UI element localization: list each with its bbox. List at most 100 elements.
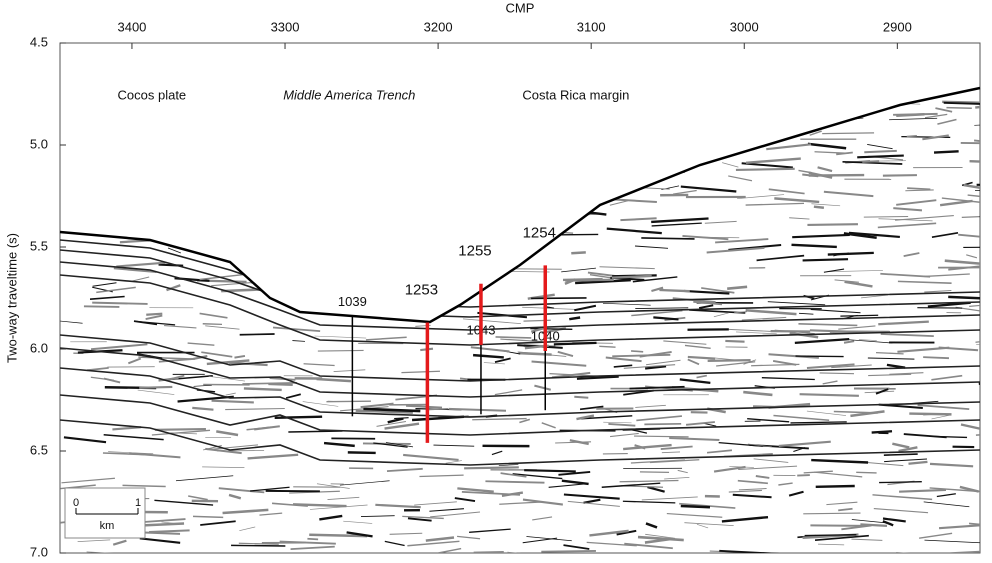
reflector	[589, 274, 611, 279]
reflector	[589, 529, 629, 537]
reflector	[608, 422, 636, 427]
reflector	[823, 268, 845, 273]
reflector	[60, 394, 980, 436]
reflector	[60, 419, 980, 466]
reflector	[532, 516, 553, 521]
reflector	[141, 518, 186, 524]
reflector	[541, 422, 556, 429]
reflector	[571, 251, 586, 255]
reflector	[768, 353, 819, 359]
reflector	[778, 440, 831, 448]
reflector	[202, 466, 245, 469]
region-label: Costa Rica margin	[522, 87, 629, 102]
reflector	[127, 357, 142, 365]
reflector	[272, 326, 321, 332]
reflector	[729, 466, 754, 468]
reflector	[922, 134, 949, 141]
reflector	[838, 325, 876, 330]
reflector	[63, 436, 107, 444]
reflector	[102, 452, 148, 456]
reflector	[843, 232, 877, 240]
reflector	[225, 407, 285, 411]
reflector	[931, 231, 959, 238]
reflector	[238, 542, 279, 545]
reflector	[96, 286, 136, 294]
reflector	[973, 139, 980, 144]
reflector	[365, 336, 407, 341]
reflector	[687, 358, 700, 366]
reflector	[92, 282, 117, 287]
reflector	[327, 496, 360, 500]
reflector	[192, 406, 214, 411]
reflector	[790, 421, 847, 424]
reflector	[473, 552, 519, 553]
reflector	[701, 287, 735, 294]
reflector	[908, 460, 928, 465]
reflector	[271, 502, 308, 507]
reflector	[880, 272, 931, 278]
reflector	[239, 333, 275, 336]
reflector	[122, 484, 166, 488]
reflector	[942, 100, 980, 105]
reflector	[802, 173, 819, 178]
reflector	[822, 132, 875, 135]
reflector	[154, 427, 206, 431]
reflector	[207, 444, 259, 451]
reflector	[919, 532, 953, 539]
reflector	[211, 282, 252, 287]
reflector	[569, 316, 581, 321]
reflector	[60, 261, 980, 331]
reflector	[960, 142, 980, 145]
reflector	[767, 301, 826, 306]
reflector	[843, 340, 855, 344]
reflector	[933, 150, 959, 154]
reflector	[192, 515, 224, 519]
reflector	[809, 130, 822, 136]
reflector	[706, 449, 733, 454]
reflector	[558, 471, 591, 476]
reflector	[635, 307, 689, 310]
reflector	[519, 418, 531, 424]
reflector	[892, 442, 910, 449]
reflector	[872, 494, 933, 501]
reflector	[813, 205, 825, 209]
reflector	[491, 450, 503, 456]
reflector	[917, 404, 970, 410]
reflector	[548, 483, 585, 488]
reflector	[167, 247, 182, 254]
reflector	[274, 415, 323, 420]
reflector	[218, 487, 265, 494]
reflector	[905, 189, 934, 192]
reflector	[882, 517, 906, 523]
x-tick-label: 3200	[424, 19, 453, 34]
reflector	[754, 559, 790, 563]
reflector	[814, 471, 863, 478]
reflector	[530, 327, 573, 330]
reflector	[822, 380, 838, 385]
reflector	[639, 471, 670, 474]
reflector	[871, 430, 893, 434]
reflector	[61, 477, 115, 484]
reflector	[857, 154, 904, 159]
reflector	[842, 160, 903, 165]
reflector	[722, 162, 739, 168]
reflector	[580, 415, 633, 420]
reflector	[522, 498, 563, 506]
reflector	[314, 335, 367, 339]
reflector	[829, 331, 848, 333]
reflector	[579, 405, 604, 411]
reflector	[893, 112, 938, 116]
reflector	[425, 536, 455, 542]
y-tick-label: 6.0	[30, 340, 48, 355]
reflector	[448, 407, 507, 412]
reflector	[86, 551, 142, 553]
reflector	[445, 460, 462, 464]
reflector	[826, 501, 858, 506]
reflector	[483, 362, 505, 365]
reflector	[225, 392, 236, 396]
reflector	[292, 503, 347, 508]
reflector	[494, 389, 523, 396]
x-tick-label: 3400	[117, 19, 146, 34]
reflector	[166, 284, 181, 292]
reflector	[576, 375, 619, 380]
